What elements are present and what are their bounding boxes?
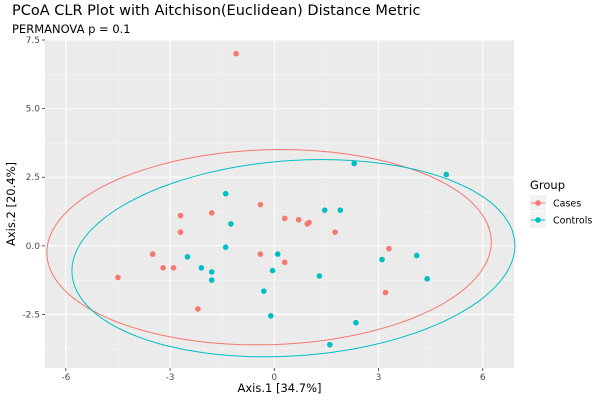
point-cases <box>281 215 288 222</box>
point-controls <box>443 171 450 178</box>
point-controls <box>184 254 191 260</box>
legend-title: Group <box>530 178 565 192</box>
point-cases <box>177 229 184 235</box>
point-cases <box>160 265 166 271</box>
legend-key-point <box>535 217 541 223</box>
x-tick-label: -3 <box>166 373 175 383</box>
grid-minor <box>45 40 514 368</box>
y-tick-label: 0.0 <box>26 242 41 252</box>
point-controls <box>208 277 215 283</box>
y-axis-ticks: -2.5 0.0 2.5 5.0 7.5 <box>22 36 45 320</box>
point-cases <box>306 219 312 226</box>
point-controls <box>208 269 215 275</box>
point-controls <box>274 251 281 257</box>
point-cases <box>208 210 215 216</box>
x-axis-title: Axis.1 [34.7%] <box>238 381 322 395</box>
ellipse-controls <box>71 159 516 358</box>
point-controls <box>268 313 274 319</box>
y-axis-title: Axis.2 [20.4%] <box>4 162 18 246</box>
x-tick-label: 6 <box>480 373 486 383</box>
point-cases <box>170 265 177 271</box>
y-tick-label: 2.5 <box>26 173 40 183</box>
point-cases <box>295 216 302 223</box>
point-cases <box>233 50 239 57</box>
point-cases <box>115 274 121 281</box>
chart-title: PCoA CLR Plot with Aitchison(Euclidean) … <box>12 3 421 19</box>
point-cases <box>382 289 389 296</box>
point-controls <box>413 252 420 259</box>
grid-major <box>45 39 514 368</box>
x-tick-label: 3 <box>376 373 382 383</box>
point-controls <box>198 265 205 271</box>
x-tick-label: 0 <box>271 373 277 383</box>
legend: Group Cases Controls <box>530 178 592 228</box>
point-cases <box>257 201 264 208</box>
x-tick-label: -6 <box>61 373 70 383</box>
legend-label-cases: Cases <box>553 199 581 210</box>
point-controls <box>327 341 333 348</box>
point-controls <box>351 160 357 167</box>
point-controls <box>353 319 359 326</box>
point-cases <box>257 251 264 257</box>
y-tick-label: 7.5 <box>26 36 40 46</box>
point-cases <box>195 306 201 312</box>
point-controls <box>269 267 276 274</box>
point-cases <box>281 259 288 266</box>
x-axis-ticks: -6 -3 0 3 6 <box>61 368 486 383</box>
data-points <box>115 50 450 348</box>
point-controls <box>222 190 229 197</box>
point-controls <box>337 207 344 213</box>
confidence-ellipses <box>46 149 516 358</box>
point-controls <box>316 273 323 279</box>
y-tick-label: 5.0 <box>26 105 41 115</box>
plot-panel <box>45 40 514 368</box>
chart-subtitle: PERMANOVA p = 0.1 <box>12 22 131 36</box>
point-controls <box>222 244 229 251</box>
point-controls <box>424 275 430 282</box>
point-cases <box>177 212 184 219</box>
legend-label-controls: Controls <box>553 216 592 227</box>
legend-key-point <box>535 200 541 206</box>
point-cases <box>332 229 338 235</box>
point-controls <box>321 207 328 213</box>
point-cases <box>386 245 392 252</box>
point-controls <box>261 288 267 294</box>
point-cases <box>149 251 156 257</box>
ellipse-cases <box>46 149 492 346</box>
point-controls <box>228 221 234 227</box>
point-controls <box>379 256 385 263</box>
y-tick-label: -2.5 <box>22 310 40 320</box>
